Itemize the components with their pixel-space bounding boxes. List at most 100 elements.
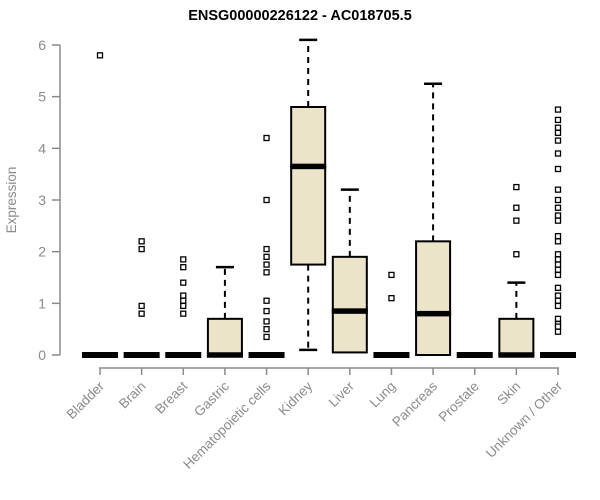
boxplot-hematopoietic-cells (248, 134, 285, 358)
outlier-unknown-other-18 (554, 271, 562, 279)
outlier-breast-2 (180, 279, 187, 286)
outlier-unknown-other-3 (554, 129, 562, 136)
series-layer (82, 38, 576, 358)
outlier-unknown-other-26 (554, 328, 562, 335)
outlier-breast-1 (180, 264, 187, 271)
outlier-hematopoietic-cells-5 (263, 269, 270, 276)
median-bladder (82, 352, 118, 358)
median-pancreas (415, 310, 452, 317)
y-tick-label-2: 2 (38, 244, 46, 260)
y-axis-label: Expression (4, 167, 19, 234)
outlier-unknown-other-19 (554, 284, 562, 291)
outlier-skin-0 (513, 183, 520, 191)
boxplot-pancreas (415, 82, 452, 356)
outlier-unknown-other-14 (554, 251, 562, 258)
boxplot-prostate (456, 352, 493, 358)
x-label-prostate: Prostate (436, 379, 482, 425)
outlier-hematopoietic-cells-4 (263, 261, 270, 268)
outlier-breast-6 (180, 310, 187, 317)
box-kidney (290, 105, 327, 266)
median-brain (123, 352, 160, 358)
y-tick-label-6: 6 (38, 37, 46, 53)
outlier-unknown-other-8 (554, 196, 562, 204)
outlier-unknown-other-23 (554, 315, 562, 322)
boxplot-gastric (206, 265, 243, 358)
outlier-hematopoietic-cells-7 (263, 307, 270, 315)
box-gastric (206, 317, 243, 356)
outlier-unknown-other-16 (554, 261, 562, 268)
outlier-unknown-other-20 (554, 292, 562, 299)
x-label-skin: Skin (494, 379, 523, 408)
median-lung (373, 352, 410, 358)
outlier-unknown-other-0 (554, 106, 562, 113)
y-tick-label-0: 0 (38, 347, 46, 363)
outlier-hematopoietic-cells-0 (263, 134, 270, 142)
outlier-lung-1 (388, 295, 395, 302)
y-tick-label-1: 1 (38, 295, 46, 311)
outlier-unknown-other-7 (554, 186, 562, 193)
outlier-brain-2 (138, 302, 145, 310)
outlier-unknown-other-5 (554, 150, 562, 157)
x-label-lung: Lung (367, 379, 399, 411)
outlier-breast-5 (180, 302, 187, 310)
outlier-unknown-other-9 (554, 204, 562, 211)
outlier-unknown-other-2 (554, 124, 562, 131)
outlier-hematopoietic-cells-6 (263, 297, 270, 304)
outlier-hematopoietic-cells-9 (263, 326, 270, 333)
x-label-brain: Brain (116, 379, 149, 412)
y-tick-label-3: 3 (38, 192, 46, 208)
outlier-bladder-0 (96, 52, 104, 59)
outlier-unknown-other-17 (554, 266, 562, 273)
boxplot-bladder (82, 52, 118, 358)
box-pancreas (415, 240, 452, 356)
x-label-kidney: Kidney (276, 378, 316, 418)
boxplot-skin (498, 183, 535, 358)
x-label-gastric: Gastric (191, 378, 232, 419)
x-label-liver: Liver (326, 378, 358, 410)
median-prostate (456, 352, 493, 358)
outlier-unknown-other-21 (554, 297, 562, 304)
outlier-unknown-other-4 (554, 137, 562, 144)
median-liver (331, 308, 368, 314)
outlier-skin-2 (513, 217, 520, 224)
outlier-unknown-other-15 (554, 256, 562, 263)
outlier-skin-3 (513, 251, 520, 258)
outlier-unknown-other-6 (554, 165, 562, 173)
box-liver (331, 255, 368, 354)
outlier-breast-4 (180, 297, 187, 304)
outlier-brain-1 (138, 245, 145, 253)
boxplot-brain (123, 238, 160, 358)
median-breast (165, 352, 202, 358)
box-skin (498, 317, 535, 356)
outlier-hematopoietic-cells-3 (263, 253, 270, 260)
outlier-brain-3 (138, 310, 145, 317)
median-skin (498, 352, 535, 358)
x-label-pancreas: Pancreas (389, 378, 440, 429)
median-gastric (206, 352, 243, 358)
outlier-unknown-other-10 (554, 212, 562, 219)
boxplot-kidney (290, 38, 327, 352)
median-unknown-other (540, 352, 576, 358)
outlier-skin-1 (513, 204, 520, 211)
outlier-unknown-other-22 (554, 302, 562, 310)
y-tick-label-5: 5 (38, 89, 46, 105)
outlier-unknown-other-25 (554, 323, 562, 330)
median-kidney (290, 163, 327, 170)
boxplot-liver (331, 188, 368, 354)
outlier-lung-0 (388, 271, 395, 279)
outlier-breast-0 (180, 256, 187, 263)
chart-title: ENSG00000226122 - AC018705.5 (188, 8, 412, 24)
outlier-unknown-other-11 (554, 217, 562, 224)
outlier-hematopoietic-cells-10 (263, 333, 270, 341)
outlier-breast-3 (180, 292, 187, 299)
boxplot-unknown-other (540, 106, 576, 358)
y-tick-label-4: 4 (38, 140, 46, 156)
outlier-hematopoietic-cells-1 (263, 196, 270, 204)
x-label-breast: Breast (152, 378, 190, 416)
x-label-bladder: Bladder (64, 378, 108, 422)
outlier-unknown-other-1 (554, 116, 562, 124)
outlier-unknown-other-12 (554, 233, 562, 240)
boxplot-lung (373, 271, 410, 358)
boxplot-breast (165, 256, 202, 358)
